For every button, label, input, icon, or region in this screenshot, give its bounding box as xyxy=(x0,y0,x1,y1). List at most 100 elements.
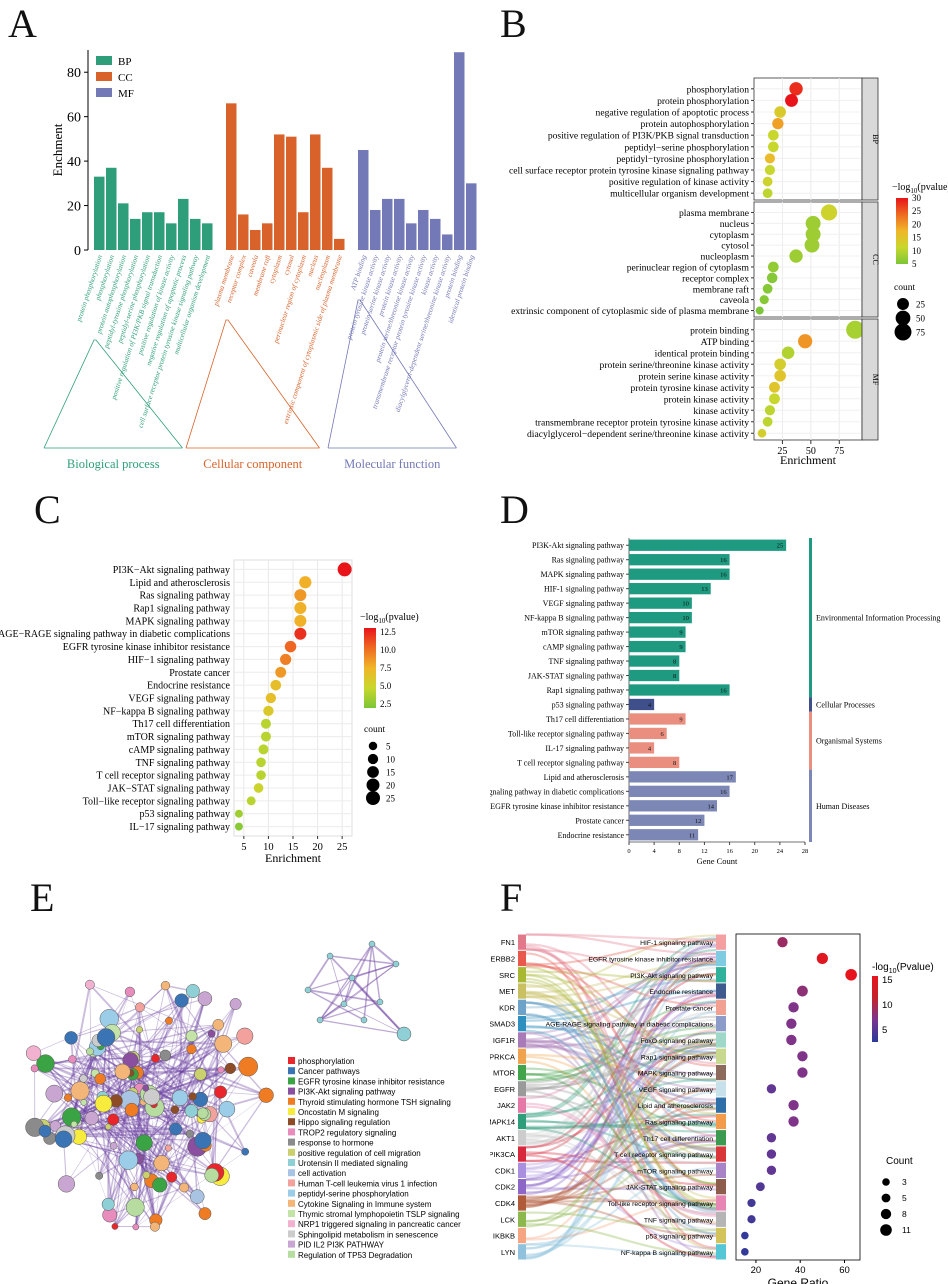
a-bar xyxy=(142,212,153,250)
f-sankey-link xyxy=(525,1159,717,1164)
c-ytick-label: Prostate cancer xyxy=(169,668,230,679)
e-node xyxy=(197,991,213,1006)
b-size-legend-label-1: 50 xyxy=(916,314,926,324)
f-gene-node xyxy=(518,1211,526,1227)
f-pathway-label: T cell receptor signaling pathway xyxy=(614,1152,713,1159)
e-edge xyxy=(329,955,397,965)
f-sankey-link xyxy=(525,1015,717,1084)
f-pathway-label: NF-kappa B signaling pathway xyxy=(621,1250,714,1257)
e-node xyxy=(135,1002,145,1013)
b-dot xyxy=(774,358,786,371)
b-dot xyxy=(767,129,779,141)
e-edge xyxy=(319,1019,405,1035)
e-node xyxy=(326,952,334,960)
e-legend-swatch-13 xyxy=(288,1189,295,1197)
a-bar xyxy=(226,103,237,250)
b-dot xyxy=(774,106,786,118)
b-xtick-label-0: 25 xyxy=(777,446,787,457)
e-node xyxy=(86,1047,94,1056)
c-dot xyxy=(234,822,243,831)
c-xlabel: Enrichment xyxy=(265,851,322,865)
e-edge xyxy=(112,1024,219,1034)
e-node xyxy=(188,1092,197,1101)
f-pathway-node xyxy=(716,950,726,967)
a-bar xyxy=(454,52,465,250)
e-legend-label-9: positive regulation of cell migration xyxy=(298,1149,421,1158)
e-legend-swatch-8 xyxy=(288,1138,295,1146)
a-group-bracket-0 xyxy=(43,339,183,449)
e-node xyxy=(94,1073,106,1085)
e-legend-swatch-14 xyxy=(288,1199,295,1207)
a-bar xyxy=(430,218,441,250)
d-bar xyxy=(629,583,711,595)
c-ytick-label: Th17 cell differentiation xyxy=(132,719,230,730)
e-node xyxy=(149,1221,160,1232)
f-colorbar-tick-2: 5 xyxy=(882,1025,887,1036)
e-legend-label-6: Hippo signaling regulation xyxy=(298,1118,390,1127)
e-edge xyxy=(83,1067,231,1080)
e-node xyxy=(153,1155,170,1172)
f-size-legend-label-3: 11 xyxy=(902,1225,911,1235)
f-sankey-link xyxy=(525,1043,717,1226)
d-xtick-label-0: 0 xyxy=(627,848,630,855)
f-sankey-link xyxy=(525,1025,717,1082)
e-legend-label-11: cell activation xyxy=(298,1169,346,1178)
f-pathway-node xyxy=(716,1048,726,1064)
f-sankey-link xyxy=(525,962,717,994)
f-sankey-link xyxy=(525,1151,717,1187)
f-gene-label: LYN xyxy=(501,1248,515,1257)
f-pathway-node xyxy=(716,1016,726,1032)
e-edge xyxy=(33,1006,141,1054)
panel-label-c: C xyxy=(34,487,61,532)
f-sankey-link xyxy=(525,1001,717,1235)
e-edge xyxy=(164,985,247,1153)
f-pathway-node xyxy=(716,1130,726,1146)
f-gene-label: AKT1 xyxy=(496,1134,515,1143)
d-ytick-label: cAMP signaling pathway xyxy=(543,643,624,652)
d-ytick-label: Rap1 signaling pathway xyxy=(547,686,624,695)
f-sankey-link xyxy=(525,934,717,988)
a-bar xyxy=(418,210,429,250)
e-edge xyxy=(319,943,373,1021)
b-dot xyxy=(757,428,767,438)
b-colorbar-tick-4: 10 xyxy=(912,246,922,256)
b-colorbar-title: −log10(pvalue) xyxy=(892,182,948,195)
e-edge xyxy=(34,1113,205,1129)
f-gene-node xyxy=(518,1179,526,1195)
d-bar xyxy=(629,669,680,682)
d-bar-value-label: 9 xyxy=(679,716,682,723)
f-sankey-link xyxy=(525,983,717,1160)
b-ytick-label: protein autophosphorylation xyxy=(641,119,750,130)
a-legend-label-0: BP xyxy=(118,56,131,68)
d-bar xyxy=(629,597,692,609)
e-edge xyxy=(72,1057,133,1060)
a-bar xyxy=(250,230,261,250)
f-dot xyxy=(816,952,828,965)
f-pathway-node xyxy=(716,934,726,950)
e-edge xyxy=(78,1133,190,1138)
f-sankey-link xyxy=(525,990,717,1199)
f-sankey-link xyxy=(525,960,717,1209)
e-node xyxy=(130,1182,139,1192)
b-ytick-label: identical protein binding xyxy=(655,348,750,359)
b-ytick-label: plasma membrane xyxy=(679,208,749,219)
f-sankey-link xyxy=(525,990,717,1195)
f-sankey-link xyxy=(525,962,717,1041)
a-bar xyxy=(178,198,189,250)
f-sankey-link xyxy=(525,1030,717,1181)
c-xtick-label-1: 10 xyxy=(263,842,274,853)
b-dot xyxy=(772,117,784,130)
a-group-label-0: Biological process xyxy=(67,457,160,471)
f-sankey-link xyxy=(525,952,717,1249)
f-dot xyxy=(845,968,857,981)
b-ytick-label: kinase activity xyxy=(693,406,749,417)
e-legend-swatch-17 xyxy=(288,1230,295,1238)
e-edge xyxy=(114,1109,176,1227)
e-edge xyxy=(89,1050,199,1198)
f-gene-label: ERBB2 xyxy=(490,954,515,963)
f-sankey-link xyxy=(525,1101,717,1207)
f-sankey-link xyxy=(525,941,717,1139)
e-node xyxy=(164,1144,172,1152)
f-sankey-link xyxy=(525,1195,717,1206)
e-legend-label-12: Human T-cell leukemia virus 1 infection xyxy=(298,1179,437,1188)
